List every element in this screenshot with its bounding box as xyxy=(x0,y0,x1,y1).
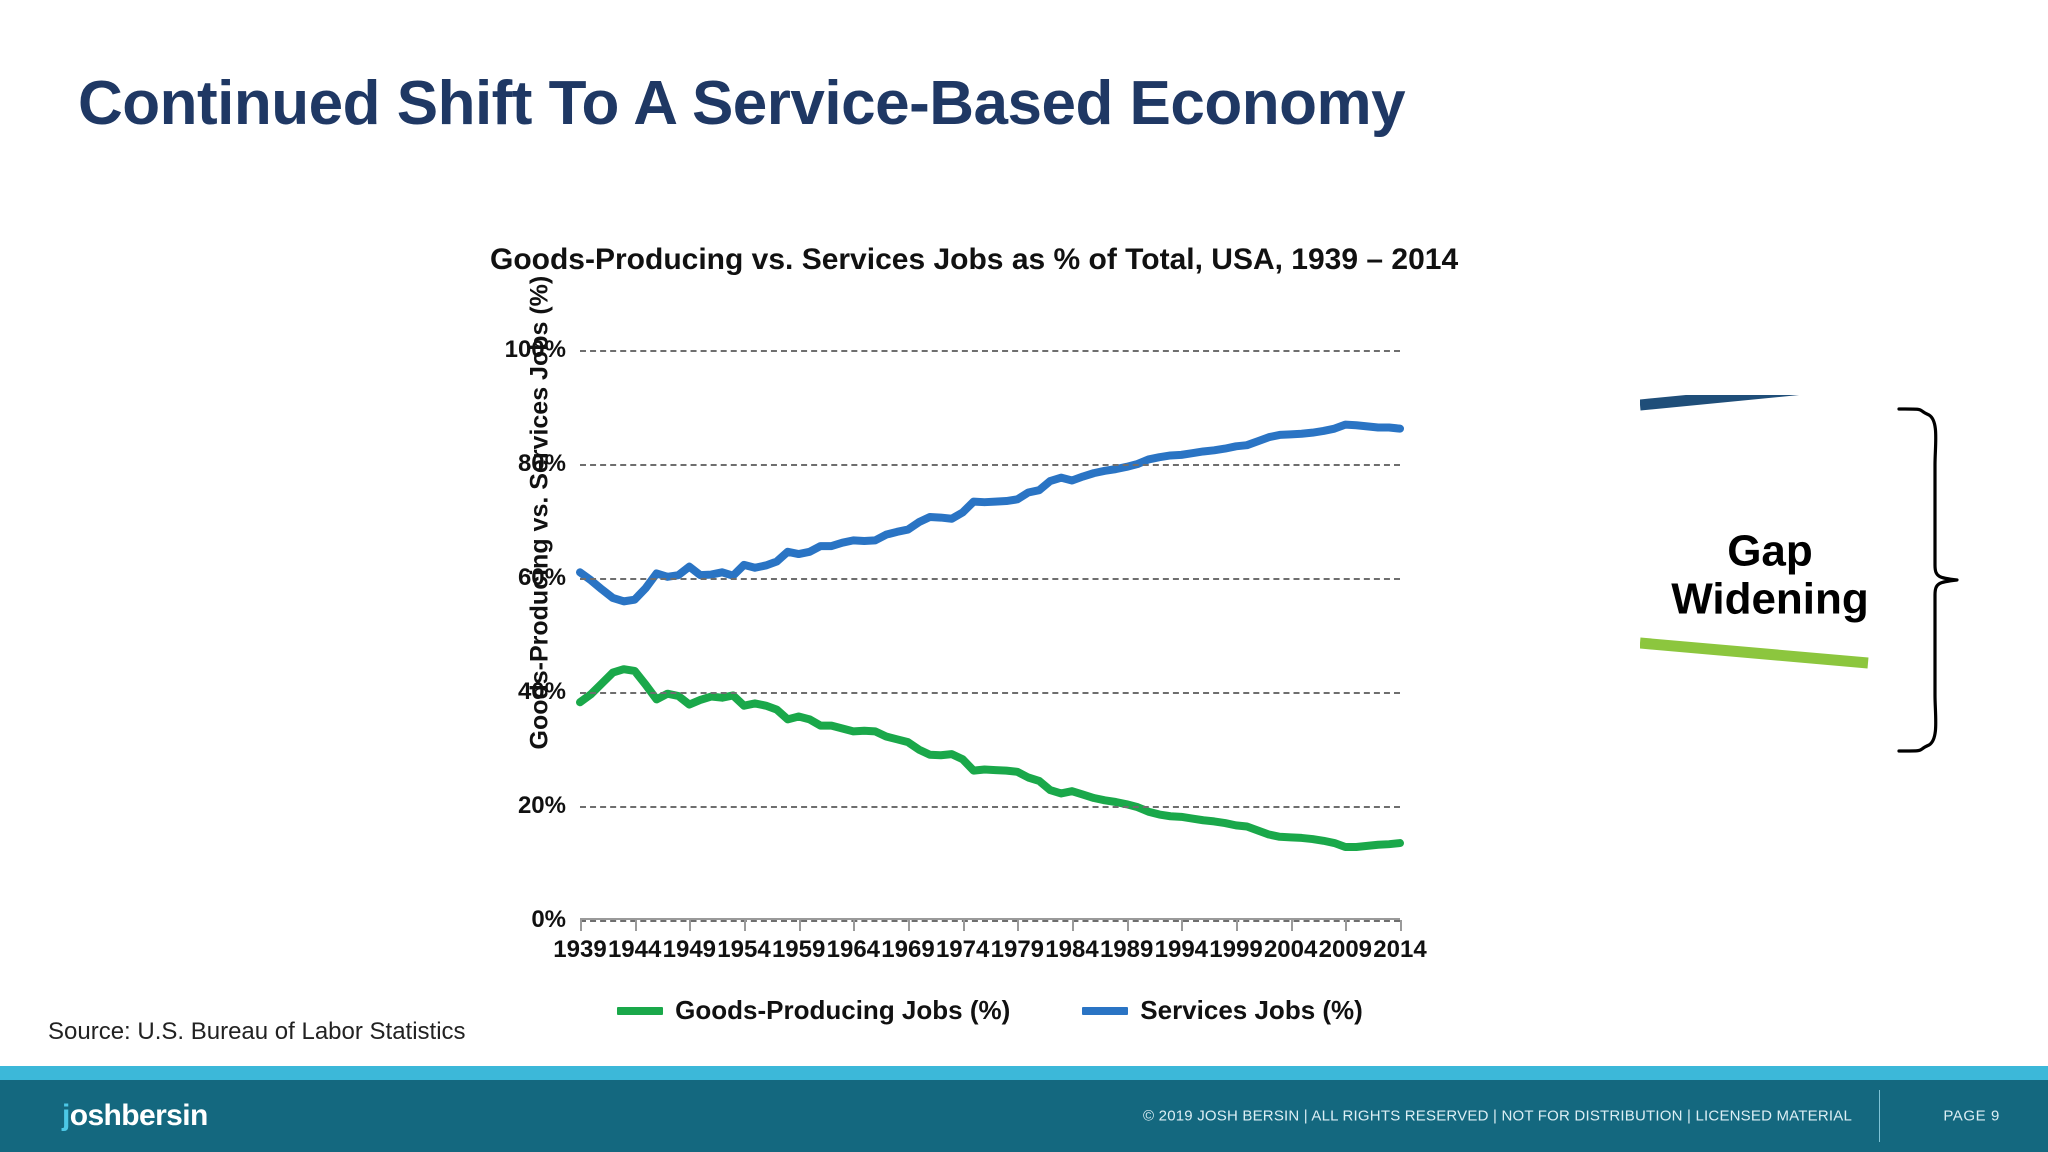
gridline xyxy=(580,692,1400,694)
x-axis-tick-label: 1959 xyxy=(771,936,826,963)
x-axis-tick-label: 1999 xyxy=(1209,936,1263,963)
y-axis-tick-label: 0% xyxy=(531,906,566,933)
x-axis-tick-label: 2009 xyxy=(1318,936,1373,963)
x-axis-tick-mark xyxy=(689,920,692,931)
source-note: Source: U.S. Bureau of Labor Statistics xyxy=(48,1018,466,1045)
gap-widening-annotation: Gap Widening xyxy=(1610,527,1930,622)
x-axis-tick-label: 1979 xyxy=(990,936,1045,963)
x-axis-tick-mark xyxy=(1126,920,1129,931)
services-trend-extension xyxy=(1640,395,1800,411)
legend-item[interactable]: Goods-Producing Jobs (%) xyxy=(617,995,1010,1026)
goods-trend-extension xyxy=(1640,637,1869,669)
gridline xyxy=(580,350,1400,352)
legend-color-swatch xyxy=(1082,1006,1129,1015)
x-axis-tick-mark xyxy=(853,920,856,931)
x-axis-tick-mark xyxy=(1290,920,1293,931)
chart-plot-area: 0% 20% 40% 60% 80% 100% 1939 1944 1949 1954 1959 19… xyxy=(505,336,1427,963)
x-axis-tick-mark xyxy=(962,920,965,931)
footer-copyright: © 2019 JOSH BERSIN | ALL RIGHTS RESERVED… xyxy=(1143,1107,1852,1125)
x-axis-tick-label: 1954 xyxy=(717,936,771,963)
footer-accent-bar xyxy=(0,1066,2048,1080)
chart-legend: Goods-Producing Jobs (%) Services Jobs (%… xyxy=(580,995,1400,1026)
x-axis-tick-mark xyxy=(1345,920,1348,931)
x-axis-tick-label: 2004 xyxy=(1263,936,1318,963)
gridline xyxy=(580,464,1400,466)
chart-container: Goods-Producing vs. Services Jobs as % o… xyxy=(430,235,1630,1065)
footer-bar: joshbersin © 2019 JOSH BERSIN | ALL RIGH… xyxy=(0,1080,2048,1152)
legend-color-swatch xyxy=(617,1006,664,1015)
page-title: Continued Shift To A Service-Based Econo… xyxy=(78,69,1406,138)
gap-brace-icon xyxy=(1897,407,1959,753)
gridline xyxy=(580,806,1400,808)
x-axis-tick-mark xyxy=(1017,920,1020,931)
x-axis-tick-mark xyxy=(634,920,637,931)
y-axis-tick-label: 100% xyxy=(504,336,566,363)
footer-divider xyxy=(1879,1090,1880,1142)
legend-item[interactable]: Services Jobs (%) xyxy=(1082,995,1363,1026)
y-axis-tick-label: 20% xyxy=(517,792,566,819)
x-axis-tick-label: 1994 xyxy=(1154,936,1209,963)
x-axis-tick-mark xyxy=(1072,920,1074,931)
logo-initial: j xyxy=(62,1099,70,1132)
chart-series-line xyxy=(576,420,1404,606)
legend-label: Goods-Producing Jobs (%) xyxy=(675,995,1011,1025)
y-axis-tick-label: 80% xyxy=(517,450,566,477)
x-axis-line xyxy=(580,918,1400,920)
x-axis-tick-mark xyxy=(798,920,801,931)
legend-label: Services Jobs (%) xyxy=(1140,995,1363,1025)
joshbersin-logo[interactable]: joshbersin xyxy=(62,1099,208,1133)
x-axis-tick-mark xyxy=(1181,920,1184,931)
chart-series-layer xyxy=(576,420,1404,852)
gridline xyxy=(580,920,1400,922)
trend-extension-lines xyxy=(1640,395,1869,669)
x-axis-tick-label: 1974 xyxy=(935,936,990,963)
x-axis-tick-label: 1969 xyxy=(881,936,935,963)
footer-page-number: PAGE 9 xyxy=(1943,1107,2000,1125)
x-axis-tick-label: 1989 xyxy=(1099,936,1154,963)
x-axis-tick-mark xyxy=(1400,920,1402,931)
annotation-line-1: Gap xyxy=(1727,526,1813,576)
x-axis-tick-label: 1984 xyxy=(1045,936,1099,963)
logo-rest: oshbersin xyxy=(69,1099,209,1132)
gridline xyxy=(580,578,1400,580)
y-axis-tick-label: 60% xyxy=(517,564,566,591)
x-axis-tick-mark xyxy=(908,920,910,931)
x-axis-tick-label: 1939 xyxy=(553,936,607,963)
x-axis-tick-label: 1949 xyxy=(662,936,717,963)
y-axis-tick-label: 40% xyxy=(517,678,566,705)
x-axis-tick-label: 2014 xyxy=(1373,936,1427,963)
chart-series-line xyxy=(576,665,1404,852)
annotation-line-2: Widening xyxy=(1671,574,1869,623)
x-axis-tick-mark xyxy=(744,920,746,931)
x-axis-tick-label: 1964 xyxy=(826,936,881,963)
x-axis-tick-mark xyxy=(1236,920,1238,931)
x-axis-tick-mark xyxy=(580,920,582,931)
chart-title: Goods-Producing vs. Services Jobs as % o… xyxy=(490,243,1459,276)
x-axis-tick-label: 1944 xyxy=(607,936,662,963)
